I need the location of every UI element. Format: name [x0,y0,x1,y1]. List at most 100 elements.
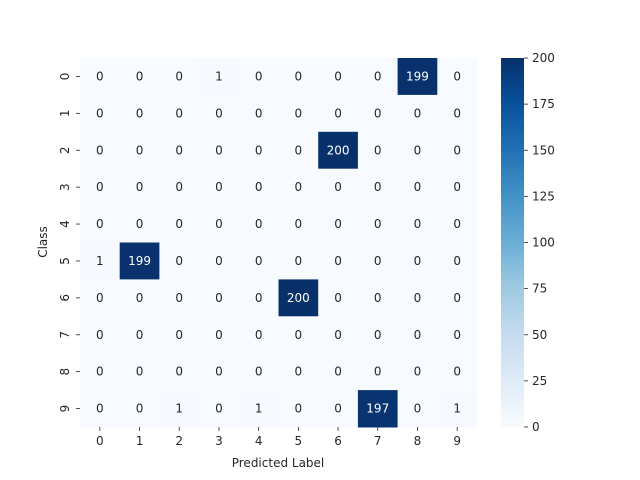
cell-value-r3-c4: 0 [255,180,263,194]
colorbar-gradient [501,58,524,427]
cell-value-r4-c0: 0 [96,217,104,231]
cell-value-r4-c8: 0 [414,217,422,231]
cell-value-r5-c4: 0 [255,254,263,268]
heatmap-cell-r4-c1 [119,205,160,243]
heatmap-cell-r9-c2 [159,390,200,428]
heatmap-cell-r1-c8 [397,94,438,133]
cell-value-r8-c8: 0 [414,365,422,379]
cell-value-r4-c6: 0 [334,217,342,231]
heatmap-cell-r3-c4 [238,168,279,207]
heatmap-cell-r4-c6 [318,205,359,243]
y-tick-label-2: 2 [58,146,72,154]
heatmap-cell-r1-c1 [119,94,160,133]
heatmap-cell-r9-c6 [318,390,359,428]
cell-value-r4-c2: 0 [175,217,183,231]
cell-value-r0-c7: 0 [374,69,382,83]
x-tick-label-6: 6 [334,434,342,448]
heatmap-cell-r6-c4 [238,279,279,317]
heatmap-cells [80,58,478,428]
cell-value-r2-c8: 0 [414,143,422,157]
x-tick-label-3: 3 [215,434,223,448]
heatmap-cell-r1-c5 [278,94,319,133]
heatmap-cell-r0-c5 [278,58,319,96]
cell-value-r1-c9: 0 [453,106,461,120]
heatmap-cell-r8-c1 [119,353,160,391]
heatmap-cell-r7-c3 [199,316,240,354]
cell-value-r5-c9: 0 [453,254,461,268]
cell-value-r5-c1: 199 [128,254,151,268]
cell-value-r9-c3: 0 [215,402,223,416]
cell-value-r2-c9: 0 [453,143,461,157]
cell-value-r0-c2: 0 [175,69,183,83]
cell-value-r1-c6: 0 [334,106,342,120]
heatmap-cell-r5-c6 [318,242,359,280]
heatmap-cell-r3-c1 [119,168,160,207]
heatmap-cell-r3-c0 [80,168,121,207]
heatmap-cell-r0-c9 [437,58,478,96]
heatmap-cell-r8-c5 [278,353,319,391]
cell-value-r6-c5: 200 [287,291,310,305]
heatmap-cell-r5-c7 [357,242,399,280]
colorbar-tick-label-6: 150 [532,143,555,157]
heatmap-cell-r3-c6 [318,168,359,207]
colorbar-tick-label-4: 100 [532,236,555,250]
y-tick-label-4: 4 [58,220,72,228]
x-tick-label-9: 9 [453,434,461,448]
colorbar-tick-label-5: 125 [532,189,555,203]
heatmap-cell-r7-c5 [278,316,319,354]
x-tick-label-7: 7 [374,434,382,448]
x-axis-ticks: 0 1 2 3 4 5 6 7 8 9 [96,427,461,448]
cell-value-r0-c9: 0 [453,69,461,83]
cell-value-r6-c3: 0 [215,291,223,305]
heatmap-cell-r3-c7 [357,168,399,207]
heatmap-cell-r4-c3 [199,205,240,243]
heatmap-cell-r9-c4 [238,390,279,428]
cell-value-r8-c2: 0 [175,365,183,379]
cell-value-r9-c8: 0 [414,402,422,416]
cell-value-r4-c4: 0 [255,217,263,231]
heatmap-cell-r5-c0 [80,242,121,280]
x-tick-label-5: 5 [295,434,303,448]
heatmap-cell-r8-c9 [437,353,478,391]
heatmap-cell-r0-c0 [80,58,121,96]
cell-value-r7-c3: 0 [215,328,223,342]
heatmap-cell-r6-c8 [397,279,438,317]
cell-value-r4-c3: 0 [215,217,223,231]
heatmap-cell-r2-c8 [397,131,438,170]
cell-value-r3-c8: 0 [414,180,422,194]
heatmap-cell-r3-c2 [159,168,200,207]
cell-value-r5-c7: 0 [374,254,382,268]
cell-value-r9-c5: 0 [295,402,303,416]
cell-value-r7-c6: 0 [334,328,342,342]
cell-value-r4-c9: 0 [453,217,461,231]
y-tick-label-1: 1 [58,110,72,118]
y-tick-label-6: 6 [58,294,72,302]
cell-value-r5-c6: 0 [334,254,342,268]
heatmap-cell-r9-c8 [397,390,438,428]
cell-value-r8-c5: 0 [295,365,303,379]
y-tick-label-0: 0 [58,73,72,81]
heatmap-cell-r8-c4 [238,353,279,391]
heatmap-cell-r7-c9 [437,316,478,354]
heatmap-cell-r1-c9 [437,94,478,133]
cell-value-r7-c1: 0 [136,328,144,342]
heatmap-cell-r2-c9 [437,131,478,170]
heatmap-cell-r7-c8 [397,316,438,354]
heatmap-cell-r4-c5 [278,205,319,243]
heatmap-cell-r0-c7 [357,58,399,96]
heatmap-cell-r2-c4 [238,131,279,170]
cell-value-r5-c3: 0 [215,254,223,268]
cell-value-r8-c7: 0 [374,365,382,379]
cell-value-r5-c0: 1 [96,254,104,268]
cell-value-r6-c6: 0 [334,291,342,305]
heatmap-cell-r2-c1 [119,131,160,170]
cell-value-r5-c2: 0 [175,254,183,268]
cell-value-r0-c0: 0 [96,69,104,83]
heatmap-cell-r6-c9 [437,279,478,317]
heatmap-cell-r6-c1 [119,279,160,317]
cell-value-r4-c1: 0 [136,217,144,231]
heatmap-cell-r7-c4 [238,316,279,354]
heatmap-cell-r1-c7 [357,94,399,133]
x-axis-label: Predicted Label [232,456,325,470]
cell-value-r3-c5: 0 [295,180,303,194]
